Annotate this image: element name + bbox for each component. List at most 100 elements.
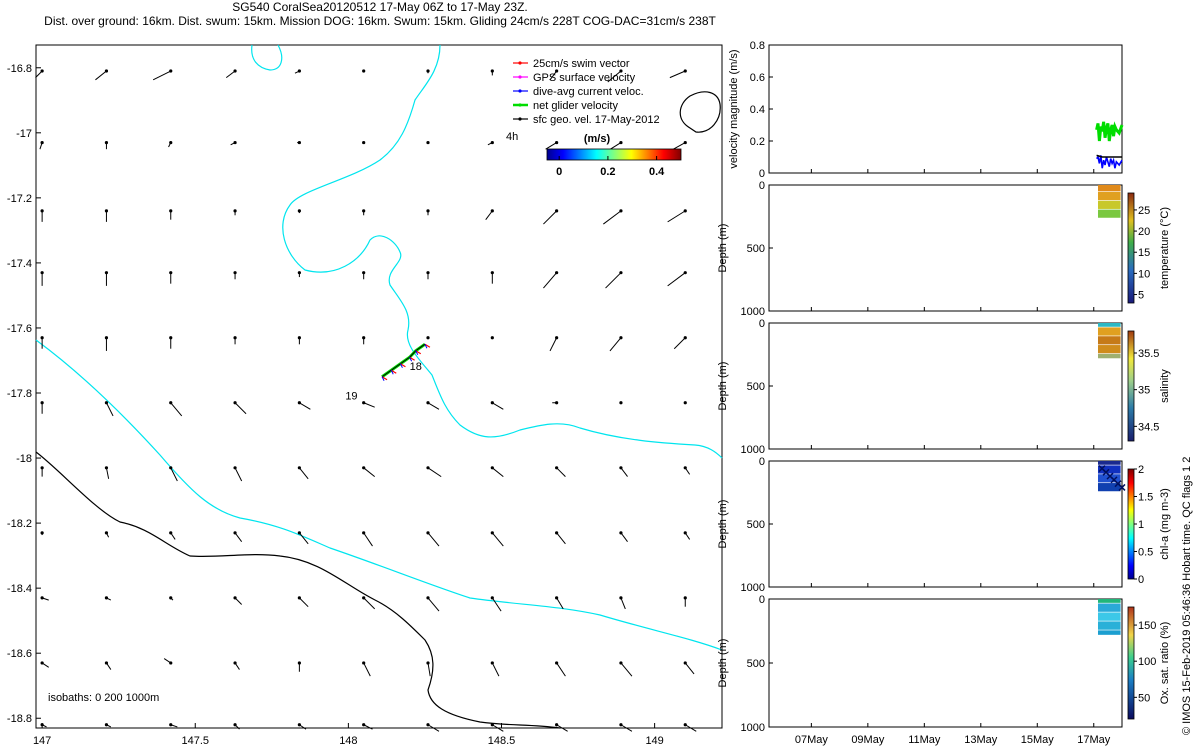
profile-axes-box	[768, 322, 1123, 450]
dive-avg-current-vector	[390, 370, 394, 375]
geo-velocity-vector	[492, 402, 504, 410]
profile-data-cell	[1097, 483, 1121, 492]
profile-data-cell	[1097, 603, 1121, 612]
geo-velocity-vector	[492, 724, 504, 732]
geo-velocity-vector	[234, 467, 243, 482]
map-x-tick-label: 148.5	[488, 735, 516, 747]
speed-colorbar-bar	[546, 148, 682, 161]
map-legend: 25cm/s swim vector GPS surface velocity di…	[513, 58, 660, 126]
map-axes-box	[35, 44, 723, 729]
map-y-tick-label: -17	[16, 128, 32, 140]
geo-velocity-vector	[603, 210, 622, 225]
reef-outline	[679, 91, 721, 133]
geo-velocity-vector	[673, 337, 686, 350]
geo-velocity-vector	[225, 70, 236, 79]
profile-data-cell	[1097, 474, 1121, 483]
profile-data-cell	[1097, 630, 1121, 635]
legend-entry-label: net glider velocity	[533, 100, 618, 112]
geo-velocity-vector	[363, 597, 376, 610]
profile-data-cell	[1097, 345, 1121, 354]
profile-y-tick-label: 500	[747, 381, 765, 393]
map-panel: 147 147.5 148 148.5 149 -16.8 -17 -17.2 -17.4 -17…	[7, 44, 723, 747]
legend-entry-label: GPS surface velocity	[533, 72, 636, 84]
profile-panel-chl-a: 0 500 1000 Depth (m) 0 0.5 1 1.5 2 chl-a (mg m-3)	[717, 456, 1171, 594]
velocity-y-tick-label: 0.4	[750, 104, 765, 116]
profile-data-cell	[1097, 461, 1121, 465]
map-y-tick-label: -17.2	[7, 193, 32, 205]
speed-colorbar-tick-label: 0.4	[649, 166, 665, 178]
day-label-19: 19	[345, 391, 357, 403]
geo-velocity-vector	[299, 724, 307, 730]
profile-y-tick-label: 500	[747, 519, 765, 531]
profile-colorbar	[1127, 468, 1135, 580]
geo-velocity-vector	[609, 337, 622, 352]
geo-velocity-vector	[492, 467, 504, 477]
profile-colorbar-tick-label: 15	[1138, 247, 1150, 259]
geo-velocity-vector	[620, 597, 626, 610]
geo-velocity-vector	[549, 70, 558, 81]
geo-velocity-vector	[491, 662, 500, 677]
map-y-tick-label: -17.6	[7, 323, 32, 335]
geo-velocity-vector	[170, 532, 176, 540]
isobaths-label: isobaths: 0 200 1000m	[48, 692, 159, 704]
geo-velocity-vector	[556, 597, 564, 610]
geo-velocity-vector	[485, 210, 493, 220]
geo-velocity-vector-origin	[233, 140, 237, 145]
profile-colorbar-tick-label: 20	[1138, 226, 1150, 238]
velocity-y-tick-label: 0	[759, 168, 765, 180]
profile-data-cell	[1097, 323, 1121, 327]
geo-velocity-vector	[620, 662, 633, 677]
swim-vector	[409, 356, 415, 361]
date-x-tick-label: 09May	[851, 734, 885, 746]
profile-colorbar-label: salinity	[1159, 369, 1171, 403]
glider-track-line	[381, 343, 426, 378]
geo-velocity-vector	[549, 337, 558, 352]
geo-velocity-vector-origin	[169, 140, 173, 145]
geo-velocity-vector	[234, 597, 243, 605]
day-labels: 18 19	[345, 361, 422, 402]
geo-velocity-vector-origin	[104, 140, 109, 145]
geo-velocity-vector	[556, 662, 566, 677]
geo-velocity-vector	[620, 724, 633, 732]
legend-entry-label: 25cm/s swim vector	[533, 58, 630, 70]
geo-velocity-vector	[234, 724, 240, 730]
profile-data-cell	[1097, 200, 1121, 209]
velocity-y-axis-label: velocity magnitude (m/s)	[728, 49, 740, 168]
geo-velocity-vector	[620, 532, 628, 542]
isobath-200m-line-west	[35, 339, 723, 651]
date-x-tick-label: 15May	[1021, 734, 1055, 746]
profile-y-axis-label: Depth (m)	[717, 639, 729, 688]
date-x-tick-label: 07May	[795, 734, 829, 746]
profile-data-cell	[1097, 612, 1121, 621]
profile-colorbar-tick-label: 0	[1138, 574, 1144, 586]
geo-velocity-vector	[427, 467, 442, 478]
geo-velocity-vector	[684, 662, 695, 675]
profile-y-axis-label: Depth (m)	[717, 362, 729, 411]
profile-colorbar-tick-label: 1.5	[1138, 492, 1153, 504]
legend-entry-label: sfc geo. vel. 17-May-2012	[533, 114, 660, 126]
dive-avg-current-vector	[399, 363, 403, 368]
geo-velocity-vector	[543, 210, 557, 225]
profile-y-axis-label: Depth (m)	[717, 224, 729, 273]
geo-velocity-vector	[35, 70, 43, 78]
geo-velocity-vector	[41, 597, 49, 601]
profile-y-tick-label: 1000	[741, 722, 765, 734]
velocity-panel: 0 0.2 0.4 0.6 0.8 velocity magnitude (m/s)	[728, 40, 1124, 180]
geo-velocity-vector	[234, 402, 247, 415]
geo-velocity-vector	[170, 402, 183, 417]
geo-velocity-vector	[684, 724, 697, 732]
time-marker-label: 4h	[506, 131, 518, 143]
velocity-y-tick-label: 0.2	[750, 136, 765, 148]
profile-colorbar-tick-label: 150	[1138, 620, 1156, 632]
geo-velocity-vector	[363, 662, 371, 677]
geo-velocity-vector	[363, 467, 375, 477]
profile-data-cell	[1097, 621, 1121, 630]
geo-velocity-vector	[106, 724, 112, 728]
geo-velocity-vector	[427, 724, 440, 732]
velocity-y-tick-label: 0.8	[750, 40, 765, 52]
geo-velocity-vector	[363, 724, 373, 730]
geo-velocity-vector	[556, 467, 566, 477]
geo-velocity-vector	[556, 532, 566, 545]
